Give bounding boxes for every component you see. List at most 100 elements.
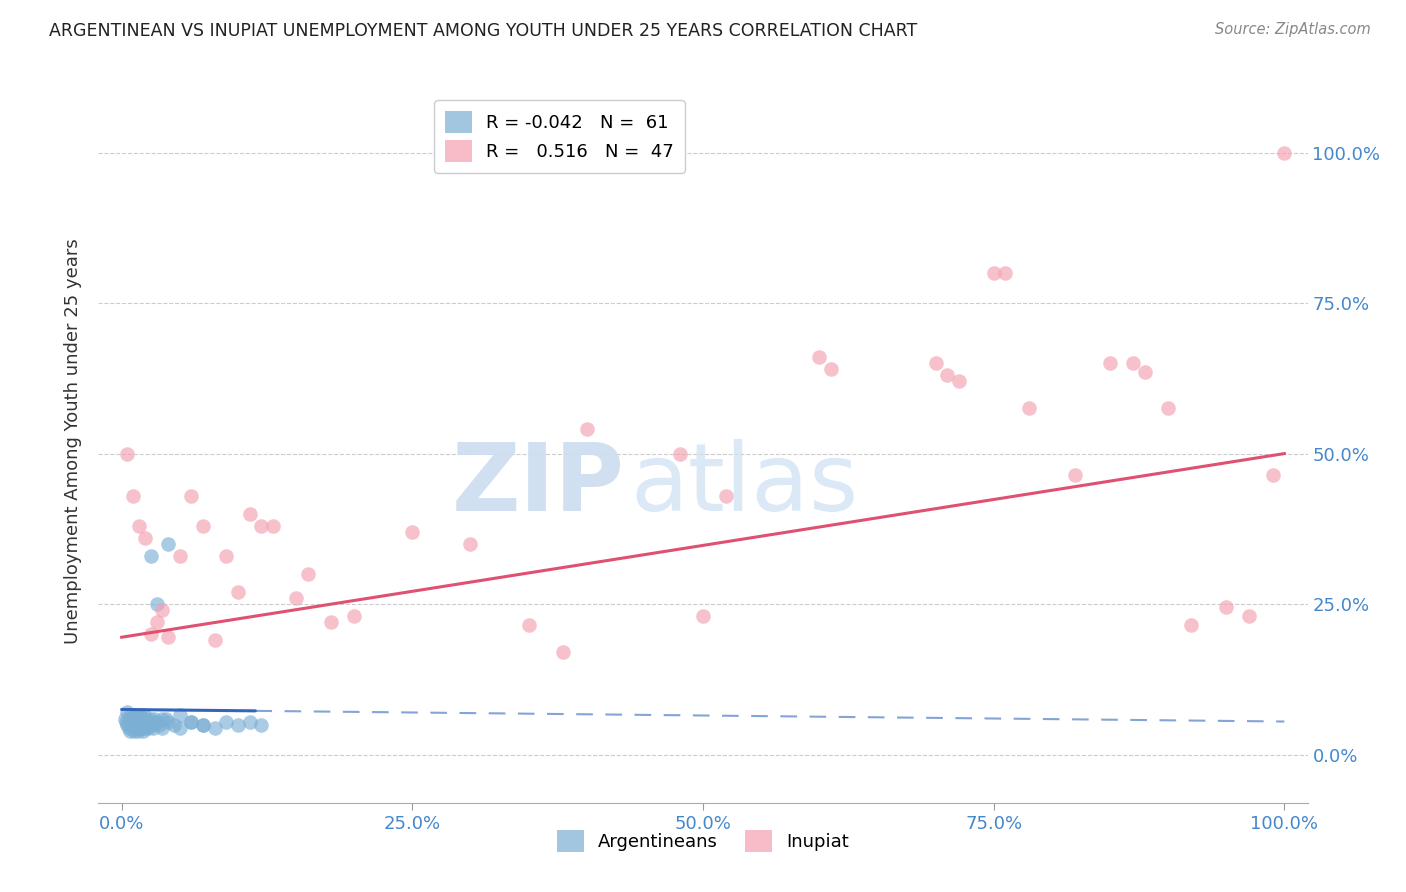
Point <box>118 721 141 735</box>
Point <box>215 714 238 729</box>
Point <box>135 714 157 729</box>
Point <box>343 609 366 624</box>
Point <box>138 721 160 735</box>
Y-axis label: Unemployment Among Youth under 25 years: Unemployment Among Youth under 25 years <box>63 239 82 644</box>
Point <box>1215 600 1237 615</box>
Point <box>239 714 262 729</box>
Point <box>127 723 149 738</box>
Point <box>131 712 153 726</box>
Point <box>124 714 146 729</box>
Point <box>262 519 284 533</box>
Point <box>114 712 136 726</box>
Point <box>1133 365 1156 379</box>
Point <box>250 717 273 731</box>
Point <box>132 717 155 731</box>
Point <box>553 645 575 659</box>
Point <box>124 708 146 723</box>
Point <box>169 721 191 735</box>
Point <box>239 507 262 521</box>
Point <box>285 591 308 606</box>
Point <box>692 609 714 624</box>
Point <box>115 714 138 729</box>
Point <box>215 549 238 563</box>
Point <box>145 597 167 611</box>
Point <box>460 537 482 551</box>
Point <box>134 531 156 545</box>
Point <box>983 266 1005 280</box>
Point <box>169 708 191 723</box>
Point <box>124 717 146 731</box>
Point <box>180 489 202 503</box>
Point <box>122 489 145 503</box>
Point <box>139 549 162 563</box>
Point <box>716 489 738 503</box>
Point <box>129 714 152 729</box>
Point <box>139 627 162 641</box>
Point <box>180 714 202 729</box>
Point <box>163 717 186 731</box>
Point <box>125 721 148 735</box>
Point <box>145 615 167 630</box>
Point <box>668 446 690 460</box>
Point <box>120 714 142 729</box>
Point <box>401 524 423 539</box>
Text: Source: ZipAtlas.com: Source: ZipAtlas.com <box>1215 22 1371 37</box>
Point <box>131 714 153 729</box>
Point <box>124 723 146 738</box>
Point <box>150 603 173 617</box>
Point <box>117 446 139 460</box>
Point <box>118 712 141 726</box>
Point <box>250 519 273 533</box>
Point <box>142 721 165 735</box>
Point <box>157 537 180 551</box>
Point <box>141 717 163 731</box>
Point <box>150 712 173 726</box>
Point <box>127 714 149 729</box>
Point <box>1064 467 1087 482</box>
Point <box>808 350 831 364</box>
Point <box>150 721 173 735</box>
Text: ARGENTINEAN VS INUPIAT UNEMPLOYMENT AMONG YOUTH UNDER 25 YEARS CORRELATION CHART: ARGENTINEAN VS INUPIAT UNEMPLOYMENT AMON… <box>49 22 918 40</box>
Point <box>138 712 160 726</box>
Point <box>131 723 153 738</box>
Point <box>136 717 159 731</box>
Point <box>191 717 214 731</box>
Legend: Argentineans, Inupiat: Argentineans, Inupiat <box>550 822 856 859</box>
Point <box>297 567 319 582</box>
Point <box>948 375 970 389</box>
Point <box>191 519 214 533</box>
Point <box>118 723 141 738</box>
Point <box>131 721 153 735</box>
Point <box>820 362 842 376</box>
Point <box>1157 401 1180 416</box>
Point <box>1122 356 1144 370</box>
Point <box>226 717 249 731</box>
Text: ZIP: ZIP <box>451 439 624 531</box>
Point <box>132 708 155 723</box>
Point <box>128 712 150 726</box>
Point <box>575 423 598 437</box>
Point <box>117 706 139 720</box>
Point <box>1180 618 1202 632</box>
Point <box>148 717 170 731</box>
Point <box>169 549 191 563</box>
Point <box>1261 467 1284 482</box>
Point <box>122 721 145 735</box>
Point <box>936 368 959 383</box>
Point <box>1098 356 1121 370</box>
Point <box>226 585 249 599</box>
Point <box>134 712 156 726</box>
Point <box>129 708 152 723</box>
Point <box>517 618 540 632</box>
Point <box>319 615 342 630</box>
Point <box>134 721 156 735</box>
Point <box>204 633 226 648</box>
Point <box>117 717 139 731</box>
Point <box>1239 609 1261 624</box>
Point <box>145 714 167 729</box>
Point <box>924 356 946 370</box>
Point <box>139 714 162 729</box>
Point <box>121 717 143 731</box>
Point <box>1272 145 1295 160</box>
Point <box>125 712 148 726</box>
